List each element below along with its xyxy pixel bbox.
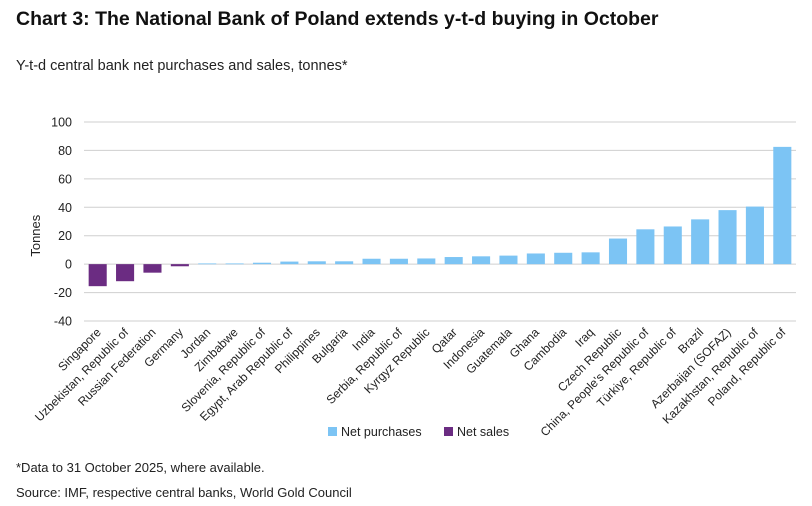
bar	[252, 262, 272, 265]
y-tick-label: 0	[65, 258, 72, 272]
bar	[636, 229, 655, 265]
bar	[718, 210, 737, 265]
bar	[499, 255, 518, 265]
bar	[554, 252, 573, 265]
bar-chart: 100806040200-20-40TonnesSingaporeUzbekis…	[28, 116, 796, 439]
bar	[581, 252, 600, 265]
legend-label: Net sales	[457, 425, 509, 439]
bar	[691, 219, 710, 265]
bar	[526, 253, 545, 265]
bar	[307, 261, 326, 265]
bar	[198, 263, 217, 265]
bar	[663, 226, 682, 265]
bar	[444, 257, 463, 265]
legend-swatch	[328, 427, 337, 436]
data-note: *Data to 31 October 2025, where availabl…	[16, 460, 265, 475]
source-note: Source: IMF, respective central banks, W…	[16, 485, 352, 500]
legend-swatch	[444, 427, 453, 436]
y-tick-label: 80	[58, 144, 72, 158]
y-tick-label: -40	[54, 315, 72, 329]
bar	[280, 261, 299, 265]
bar	[88, 264, 107, 287]
bar	[472, 256, 491, 265]
y-tick-label: 40	[58, 201, 72, 215]
y-tick-label: 100	[51, 116, 72, 130]
bar	[362, 258, 381, 265]
bar	[335, 261, 354, 265]
chart-title: Chart 3: The National Bank of Poland ext…	[16, 8, 659, 30]
bar	[417, 258, 436, 265]
bar	[225, 263, 244, 265]
bar	[170, 264, 189, 267]
y-tick-label: 20	[58, 229, 72, 243]
bar	[773, 146, 792, 265]
bar	[745, 206, 764, 265]
legend-label: Net purchases	[341, 425, 422, 439]
y-axis-title: Tonnes	[28, 214, 43, 256]
bar	[116, 264, 135, 282]
bar	[143, 264, 162, 273]
chart-subtitle: Y-t-d central bank net purchases and sal…	[16, 58, 348, 74]
y-tick-label: -20	[54, 286, 72, 300]
bar	[389, 258, 408, 265]
y-tick-label: 60	[58, 172, 72, 186]
bar	[608, 238, 628, 265]
